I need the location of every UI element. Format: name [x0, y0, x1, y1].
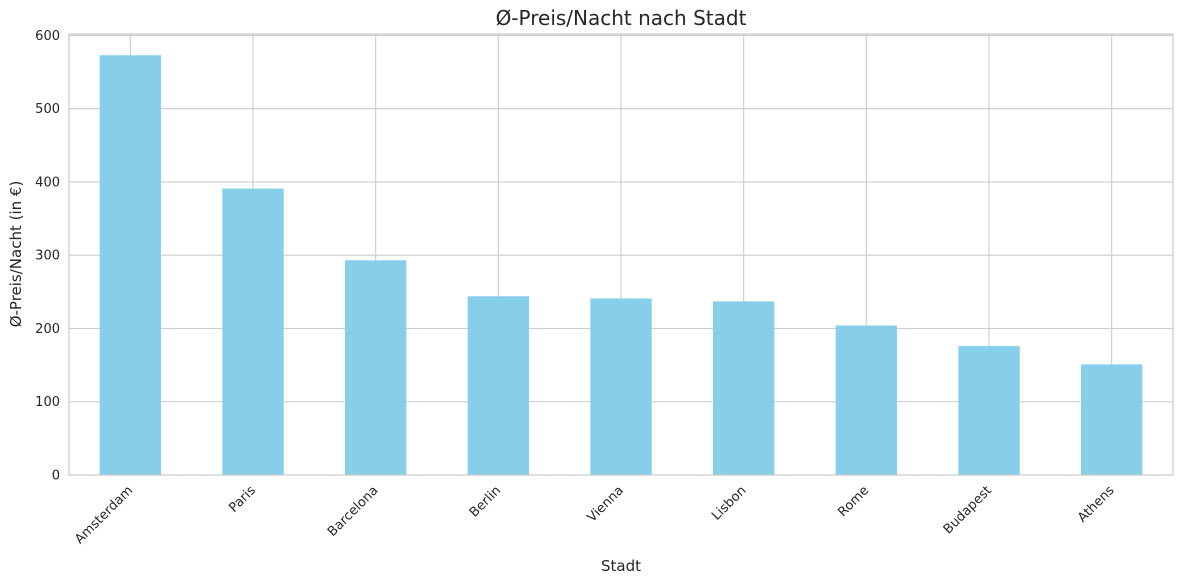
x-tick-label: Paris: [226, 483, 259, 516]
y-tick-label: 200: [35, 322, 60, 337]
bar-lisbon: [713, 301, 775, 475]
x-tick-labels: Amsterdam Paris Barcelona Berlin Vienna Lisbo…: [72, 483, 1117, 547]
x-tick-label: Athens: [1075, 483, 1118, 526]
y-tick-label: 500: [35, 102, 60, 117]
y-tick-label: 100: [35, 395, 60, 410]
y-tick-label: 400: [35, 175, 60, 190]
x-tick-label: Budapest: [941, 483, 995, 537]
y-axis-label: Ø-Preis/Nacht (in €): [7, 181, 25, 328]
bar-rome: [835, 325, 897, 475]
bar-barcelona: [345, 260, 407, 475]
y-tick-labels: 0 100 200 300 400 500 600: [35, 29, 60, 484]
bar-amsterdam: [99, 55, 161, 475]
bar-budapest: [958, 346, 1020, 475]
x-tick-label: Lisbon: [709, 483, 749, 523]
bar-athens: [1081, 364, 1143, 475]
plot-frame: [68, 33, 1174, 476]
bar-vienna: [590, 298, 652, 475]
x-tick-label: Rome: [835, 483, 872, 520]
x-tick-label: Barcelona: [325, 483, 381, 539]
y-tick-label: 0: [52, 469, 60, 484]
chart-title: Ø-Preis/Nacht nach Stadt: [496, 6, 747, 30]
bar-paris: [222, 188, 284, 475]
y-tick-label: 600: [35, 29, 60, 44]
bars: [99, 55, 1143, 475]
bar-berlin: [467, 296, 529, 475]
x-tick-label: Berlin: [467, 483, 504, 520]
x-tick-label: Vienna: [585, 483, 627, 525]
y-tick-label: 300: [35, 249, 60, 264]
x-axis-label: Stadt: [601, 557, 641, 575]
x-tick-label: Amsterdam: [72, 483, 136, 547]
